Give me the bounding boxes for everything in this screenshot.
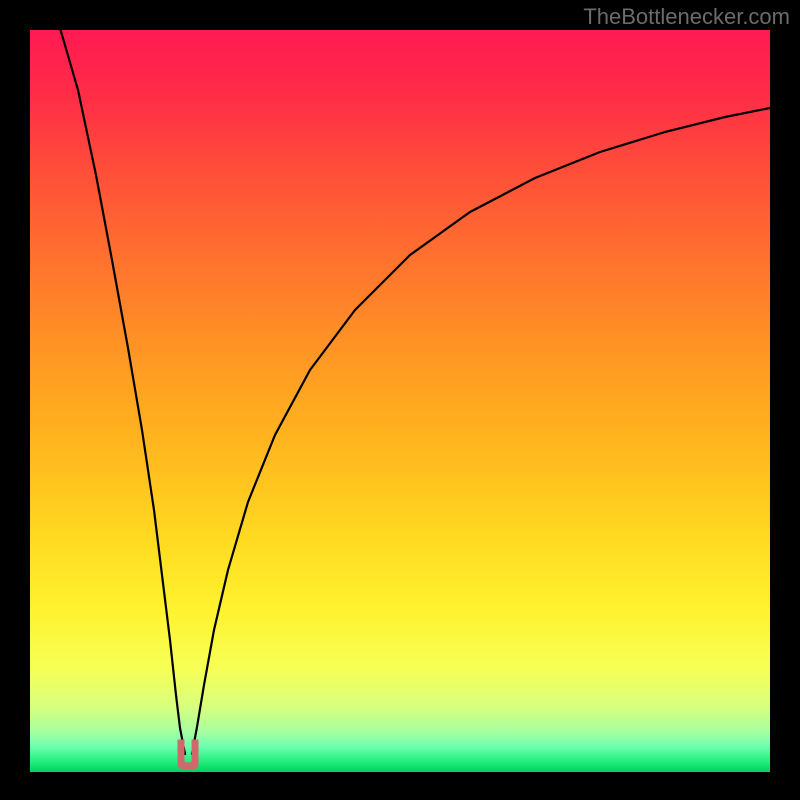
chart-svg <box>0 0 800 800</box>
chart-container: TheBottlenecker.com <box>0 0 800 800</box>
watermark-text: TheBottlenecker.com <box>583 4 790 30</box>
gradient-plot-area <box>30 30 770 772</box>
